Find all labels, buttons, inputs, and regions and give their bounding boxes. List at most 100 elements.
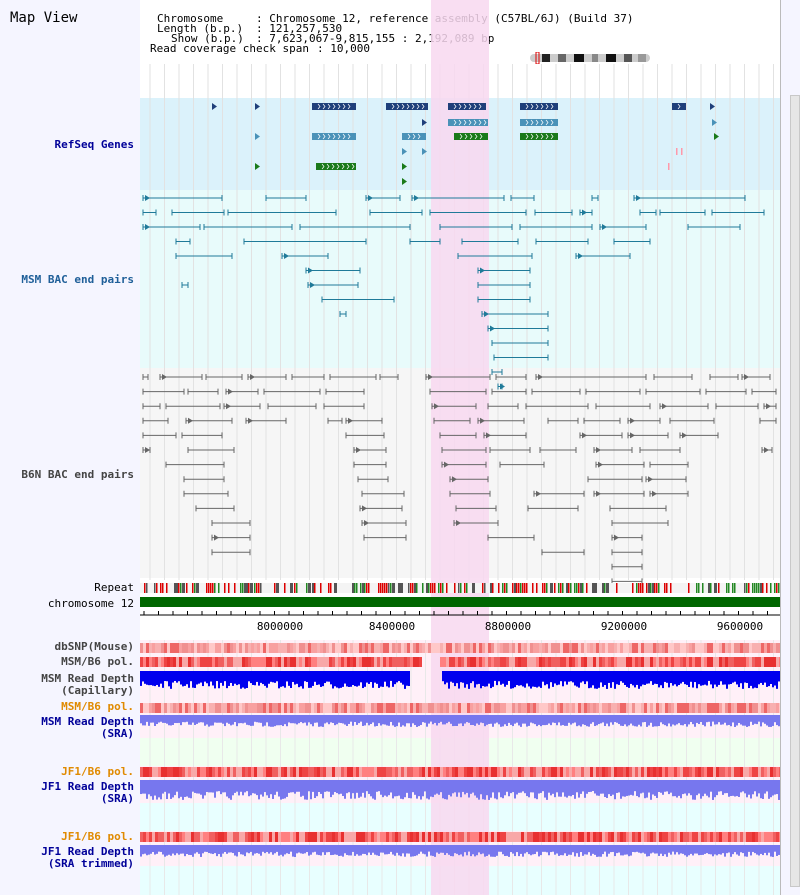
jf1-b6-pol-2-cell: [707, 832, 710, 842]
msm-depth-sra-bar: [442, 715, 444, 725]
track-label-msm-b6-pol-2[interactable]: MSM/B6 pol.: [61, 700, 134, 713]
jf1-b6-pol-cell: [692, 767, 695, 777]
track-label-msm-depth-sra[interactable]: MSM Read Depth: [41, 715, 134, 728]
track-label-jf1-b6-pol-1[interactable]: JF1/B6 pol.: [61, 765, 134, 778]
msm-depth-sra-bar: [650, 715, 652, 723]
jf1-depth-sra-bar: [672, 780, 674, 797]
msm-depth-cap-bar: [756, 671, 758, 689]
jf1-depth-sra-bar: [658, 780, 660, 792]
track-label-jf1-b6-pol-2[interactable]: JF1/B6 pol.: [61, 830, 134, 843]
msm-depth-sra-bar: [300, 715, 302, 723]
msm-depth-sra-bar: [676, 715, 678, 725]
dbsnp-cell: [278, 643, 281, 653]
gene-strand-mark: [463, 103, 467, 110]
jf1-b6-pol-2-cell: [413, 832, 416, 842]
track-label-msm-b6-pol-1[interactable]: MSM/B6 pol.: [61, 655, 134, 668]
jf1-depth-sra-bar: [594, 780, 596, 794]
msm-b6-pol-2-cell: [752, 703, 755, 713]
refseq-pink-mark: [681, 148, 683, 155]
msm-depth-sra-bar: [496, 715, 498, 723]
jf1-depth-sra-bar: [564, 780, 566, 797]
jf1-depth-trim-bar: [440, 845, 442, 853]
msm-b6-pol-2-cell: [227, 703, 230, 713]
refseq-gene: [402, 163, 407, 170]
gene-strand-mark: [530, 119, 534, 126]
refseq-gene: [520, 133, 558, 140]
jf1-depth-sra-bar: [534, 780, 536, 799]
jf1-depth-sra-bar: [470, 780, 472, 794]
jf1-b6-pol-2-cell: [746, 832, 749, 842]
jf1-depth-trim-bar: [286, 845, 288, 854]
jf1-depth-trim-bar: [564, 845, 566, 854]
jf1-b6-pol-2-cell: [170, 832, 173, 842]
repeat-element: [414, 583, 417, 593]
msm-b6-pol-2-cell: [491, 703, 494, 713]
jf1-depth-trim-bar: [154, 845, 156, 855]
jf1-b6-pol-2-cell: [146, 832, 149, 842]
track-label-jf1-depth-sra-sub: (SRA): [100, 792, 134, 805]
msm-depth-sra-bar: [376, 715, 378, 727]
track-label-refseq[interactable]: RefSeq Genes: [54, 138, 134, 151]
msm-depth-sra-bar: [646, 715, 648, 727]
track-label-jf1-depth-trim[interactable]: JF1 Read Depth: [41, 845, 134, 858]
jf1-depth-trim-bar: [550, 845, 552, 853]
dbsnp-cell: [389, 643, 392, 653]
jf1-b6-pol-2-cell: [299, 832, 302, 842]
jf1-depth-trim-bar: [232, 845, 234, 854]
msm-b6-pol-cell: [440, 657, 443, 667]
jf1-depth-trim-bar: [294, 845, 296, 857]
msm-b6-pol-2-cell: [530, 703, 533, 713]
track-label-msm-bac[interactable]: MSM BAC end pairs: [21, 273, 134, 286]
msm-depth-sra-bar: [184, 715, 186, 723]
jf1-depth-sra-bar: [670, 780, 672, 793]
jf1-b6-pol-2-cell: [152, 832, 155, 842]
jf1-b6-pol-cell: [695, 767, 698, 777]
msm-b6-pol-cell: [281, 657, 284, 667]
msm-b6-pol-cell: [272, 657, 275, 667]
msm-b6-pol-cell: [623, 657, 626, 667]
jf1-depth-trim-bar: [464, 845, 466, 853]
repeat-element: [658, 583, 660, 593]
track-label-dbsnp[interactable]: dbSNP(Mouse): [54, 640, 134, 653]
jf1-b6-pol-cell: [587, 767, 590, 777]
msm-b6-pol-cell: [551, 657, 554, 667]
jf1-depth-sra-bar: [642, 780, 644, 793]
jf1-depth-trim-bar: [328, 845, 330, 853]
jf1-depth-sra-bar: [380, 780, 382, 795]
msm-b6-pol-2-cell: [770, 703, 773, 713]
msm-depth-cap-bar: [532, 671, 534, 687]
genome-browser-canvas[interactable]: 8000000 8400000 8800000 9200000 9600000: [140, 0, 780, 895]
msm-depth-sra-bar: [238, 715, 240, 724]
jf1-depth-trim-bar: [190, 845, 192, 856]
msm-b6-pol-2-cell: [707, 703, 710, 713]
b6n-bac-pair-arrow: [662, 403, 667, 410]
msm-depth-sra-bar: [144, 715, 146, 726]
jf1-depth-sra-bar: [358, 780, 360, 798]
track-label-b6n-bac[interactable]: B6N BAC end pairs: [21, 468, 134, 481]
msm-depth-sra-bar: [406, 715, 408, 724]
track-label-jf1-depth-sra[interactable]: JF1 Read Depth: [41, 780, 134, 793]
jf1-depth-sra-bar: [464, 780, 466, 795]
jf1-depth-trim-bar: [692, 845, 694, 856]
msm-b6-pol-cell: [260, 657, 263, 667]
chromosome-ideogram[interactable]: [528, 52, 654, 64]
msm-depth-sra-bar: [262, 715, 264, 727]
jf1-b6-pol-2-cell: [587, 832, 590, 842]
msm-depth-cap-bar: [696, 671, 698, 689]
jf1-b6-pol-cell: [503, 767, 506, 777]
jf1-depth-trim-bar: [658, 845, 660, 856]
jf1-depth-sra-bar: [616, 780, 618, 793]
repeat-element: [632, 583, 634, 593]
b6n-bac-pair-arrow: [452, 476, 457, 483]
vertical-scrollbar[interactable]: [790, 95, 800, 887]
msm-depth-sra-bar: [518, 715, 520, 726]
dbsnp-cell: [743, 643, 746, 653]
msm-depth-cap-bar: [220, 671, 222, 683]
jf1-depth-sra-bar: [598, 780, 600, 796]
msm-b6-pol-2-cell: [458, 703, 461, 713]
msm-b6-pol-2-cell: [719, 703, 722, 713]
track-label-msm-depth-cap[interactable]: MSM Read Depth: [41, 672, 134, 685]
msm-depth-sra-bar: [472, 715, 474, 725]
dbsnp-cell: [407, 643, 410, 653]
jf1-depth-trim-bar: [144, 845, 146, 854]
